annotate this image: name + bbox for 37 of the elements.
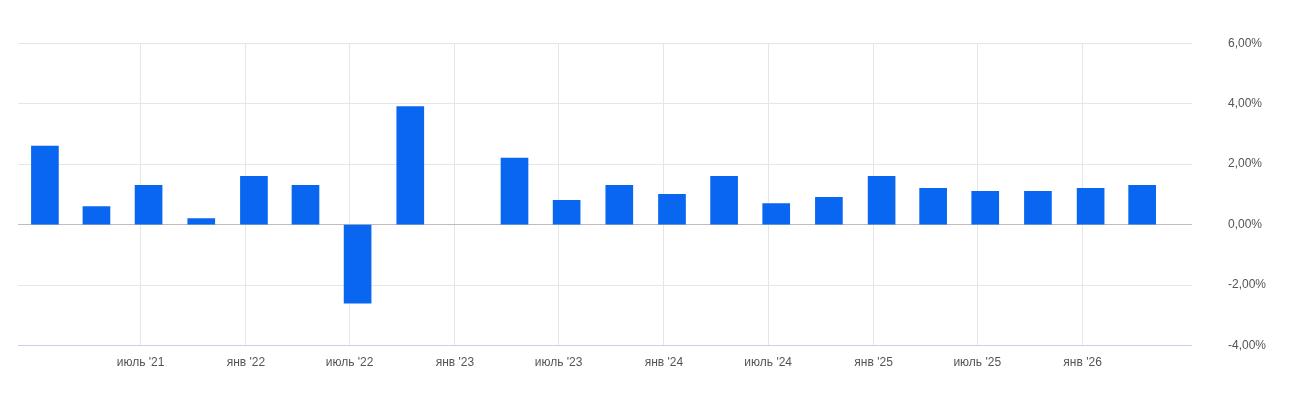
x-tick-label: июль '23: [534, 355, 583, 370]
bar: [343, 224, 372, 304]
x-tick-label: июль '21: [116, 355, 165, 370]
y-tick-label: 4,00%: [1227, 95, 1263, 110]
bar: [240, 175, 268, 225]
bar: [658, 194, 686, 225]
x-tick-label: янв '23: [435, 355, 475, 370]
x-tick-label: янв '26: [1063, 355, 1103, 370]
bar: [971, 191, 1000, 225]
bar: [815, 197, 843, 225]
y-tick-label: -4,00%: [1227, 337, 1267, 352]
y-tick-label: 0,00%: [1227, 216, 1263, 231]
x-tick-label: июль '24: [744, 355, 793, 370]
bar: [1128, 185, 1156, 225]
bar: [919, 188, 947, 225]
x-tick-label: янв '22: [226, 355, 266, 370]
bar: [500, 157, 529, 225]
bar: [762, 203, 791, 225]
bar: [187, 218, 216, 225]
y-tick-label: 2,00%: [1227, 156, 1263, 171]
bar: [291, 185, 320, 225]
y-tick-label: -2,00%: [1227, 277, 1267, 292]
bar: [396, 106, 425, 225]
bar: [552, 200, 581, 225]
x-tick-label: июль '25: [953, 355, 1002, 370]
y-tick-label: 6,00%: [1227, 35, 1263, 50]
bar: [1076, 188, 1105, 225]
x-tick-label: июль '22: [325, 355, 374, 370]
bar: [82, 206, 111, 225]
x-tick-label: янв '24: [644, 355, 684, 370]
x-tick-label: янв '25: [854, 355, 894, 370]
bar: [134, 185, 163, 225]
bar: [867, 175, 896, 225]
bar: [710, 175, 738, 225]
bar: [605, 185, 634, 225]
bar: [1024, 191, 1052, 225]
bar: [31, 145, 59, 225]
